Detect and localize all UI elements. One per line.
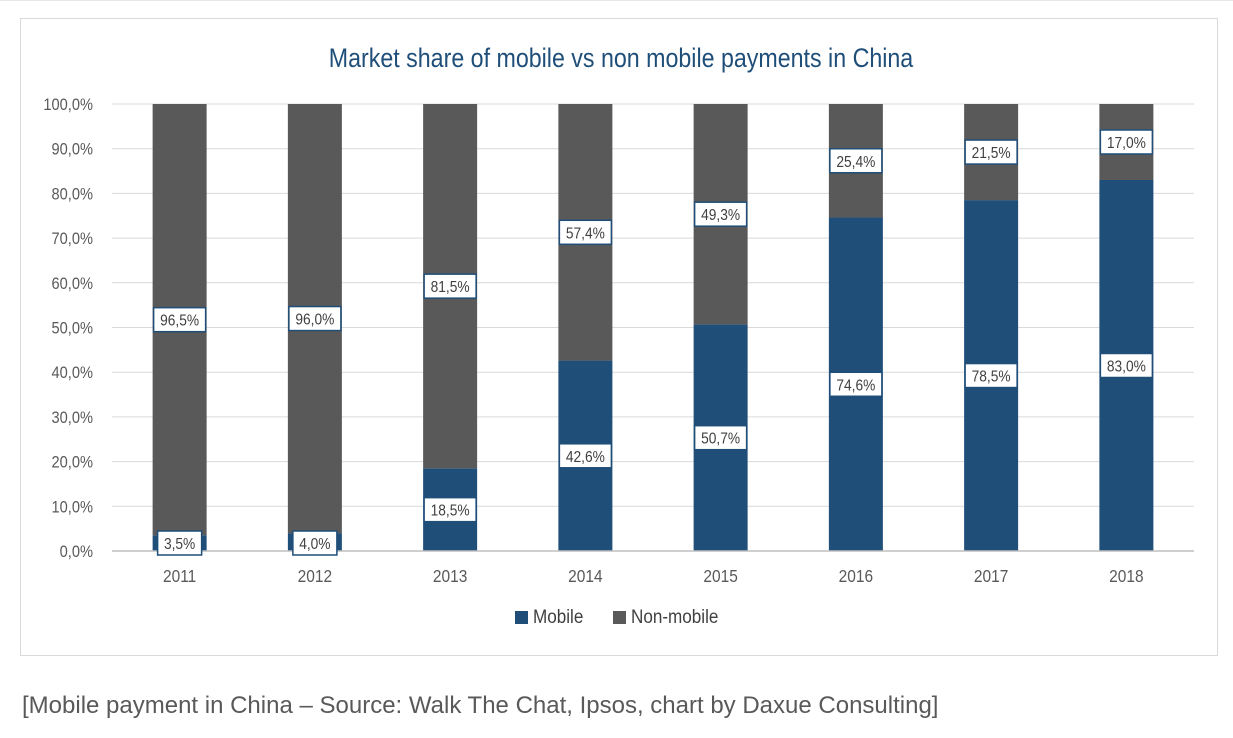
data-label-non-mobile: 17,0% (1107, 134, 1146, 152)
data-label-mobile-box (693, 424, 748, 451)
data-label-non-mobile-box (152, 306, 207, 333)
y-tick-label: 50,0% (52, 320, 93, 338)
data-label-non-mobile: 57,4% (566, 224, 605, 242)
data-label-mobile-box (1099, 352, 1154, 379)
data-label-mobile-box (156, 530, 203, 556)
legend-label-mobile: Mobile (533, 606, 583, 627)
x-tick-label: 2016 (839, 566, 873, 586)
source-caption: [Mobile payment in China – Source: Walk … (22, 692, 939, 719)
x-tick-label: 2017 (974, 566, 1008, 586)
chart-title: Market share of mobile vs non mobile pay… (329, 43, 913, 73)
data-label-mobile-box (558, 443, 613, 469)
data-label-non-mobile: 81,5% (431, 278, 470, 296)
y-tick-label: 100,0% (43, 96, 93, 114)
data-label-non-mobile-box (693, 201, 748, 227)
data-label-mobile: 50,7% (701, 430, 740, 448)
x-tick-label: 2013 (433, 566, 467, 586)
y-tick-label: 0,0% (60, 543, 93, 561)
data-label-mobile-box (423, 496, 477, 523)
y-tick-label: 10,0% (52, 498, 93, 516)
data-label-non-mobile-box (829, 148, 883, 174)
stacked-bar-chart: Market share of mobile vs non mobile pay… (43, 43, 1194, 627)
data-label-non-mobile-box (558, 219, 613, 246)
y-tick-label: 80,0% (52, 185, 93, 203)
y-tick-label: 20,0% (52, 454, 93, 472)
data-label-non-mobile: 96,5% (160, 312, 199, 330)
data-label-mobile-box (292, 530, 338, 556)
x-tick-label: 2012 (298, 566, 332, 586)
data-label-mobile: 18,5% (431, 502, 470, 520)
y-tick-label: 70,0% (52, 230, 93, 248)
y-tick-label: 90,0% (52, 141, 93, 159)
y-tick-label: 60,0% (52, 275, 93, 293)
data-label-non-mobile-box (423, 273, 477, 299)
data-label-non-mobile: 21,5% (972, 144, 1011, 162)
data-label-non-mobile: 25,4% (836, 153, 875, 171)
data-label-mobile: 83,0% (1107, 358, 1146, 376)
data-label-mobile: 42,6% (566, 448, 605, 466)
data-label-non-mobile-box (1099, 129, 1154, 155)
y-tick-label: 40,0% (52, 364, 93, 382)
data-label-non-mobile-box (964, 139, 1018, 165)
y-tick-label: 30,0% (52, 409, 93, 427)
data-label-non-mobile: 49,3% (701, 206, 740, 224)
x-tick-label: 2015 (703, 566, 737, 586)
data-label-mobile: 3,5% (164, 535, 195, 553)
legend-label-non-mobile: Non-mobile (631, 606, 718, 627)
top-divider (0, 0, 1233, 1)
chart-container: Market share of mobile vs non mobile pay… (20, 18, 1218, 656)
data-label-mobile: 78,5% (972, 368, 1011, 386)
legend-swatch-mobile (515, 611, 528, 624)
data-label-non-mobile-box (288, 305, 342, 332)
data-label-mobile-box (829, 371, 883, 398)
data-label-mobile-box (964, 362, 1018, 389)
data-label-mobile: 74,6% (836, 376, 875, 394)
data-label-mobile: 4,0% (299, 535, 330, 553)
legend-swatch-non-mobile (613, 611, 626, 624)
x-tick-label: 2011 (163, 566, 196, 586)
x-tick-label: 2014 (568, 566, 602, 586)
data-label-non-mobile: 96,0% (295, 311, 334, 329)
x-tick-label: 2018 (1109, 566, 1143, 586)
